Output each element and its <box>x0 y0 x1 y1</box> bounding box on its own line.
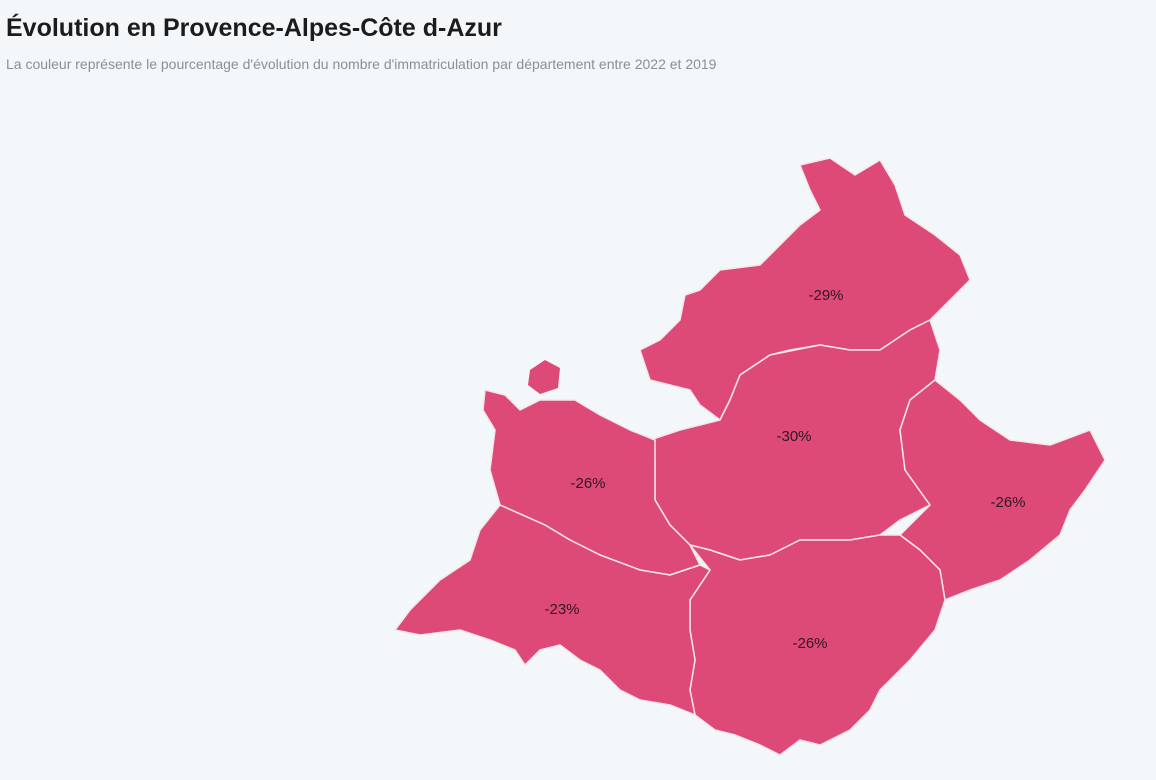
map-subtitle: La couleur représente le pourcentage d'é… <box>6 56 717 72</box>
department <box>394 504 711 716</box>
region-label: -23% <box>544 601 579 618</box>
department-enclave <box>528 360 560 394</box>
department <box>482 389 701 576</box>
department <box>899 379 1106 601</box>
map-title: Évolution en Provence-Alpes-Côte d-Azur <box>6 14 502 42</box>
region-label: -29% <box>808 287 843 304</box>
region-label: -26% <box>990 494 1025 511</box>
region-label: -30% <box>776 428 811 445</box>
region-label: -26% <box>570 475 605 492</box>
region-label: -26% <box>792 635 827 652</box>
